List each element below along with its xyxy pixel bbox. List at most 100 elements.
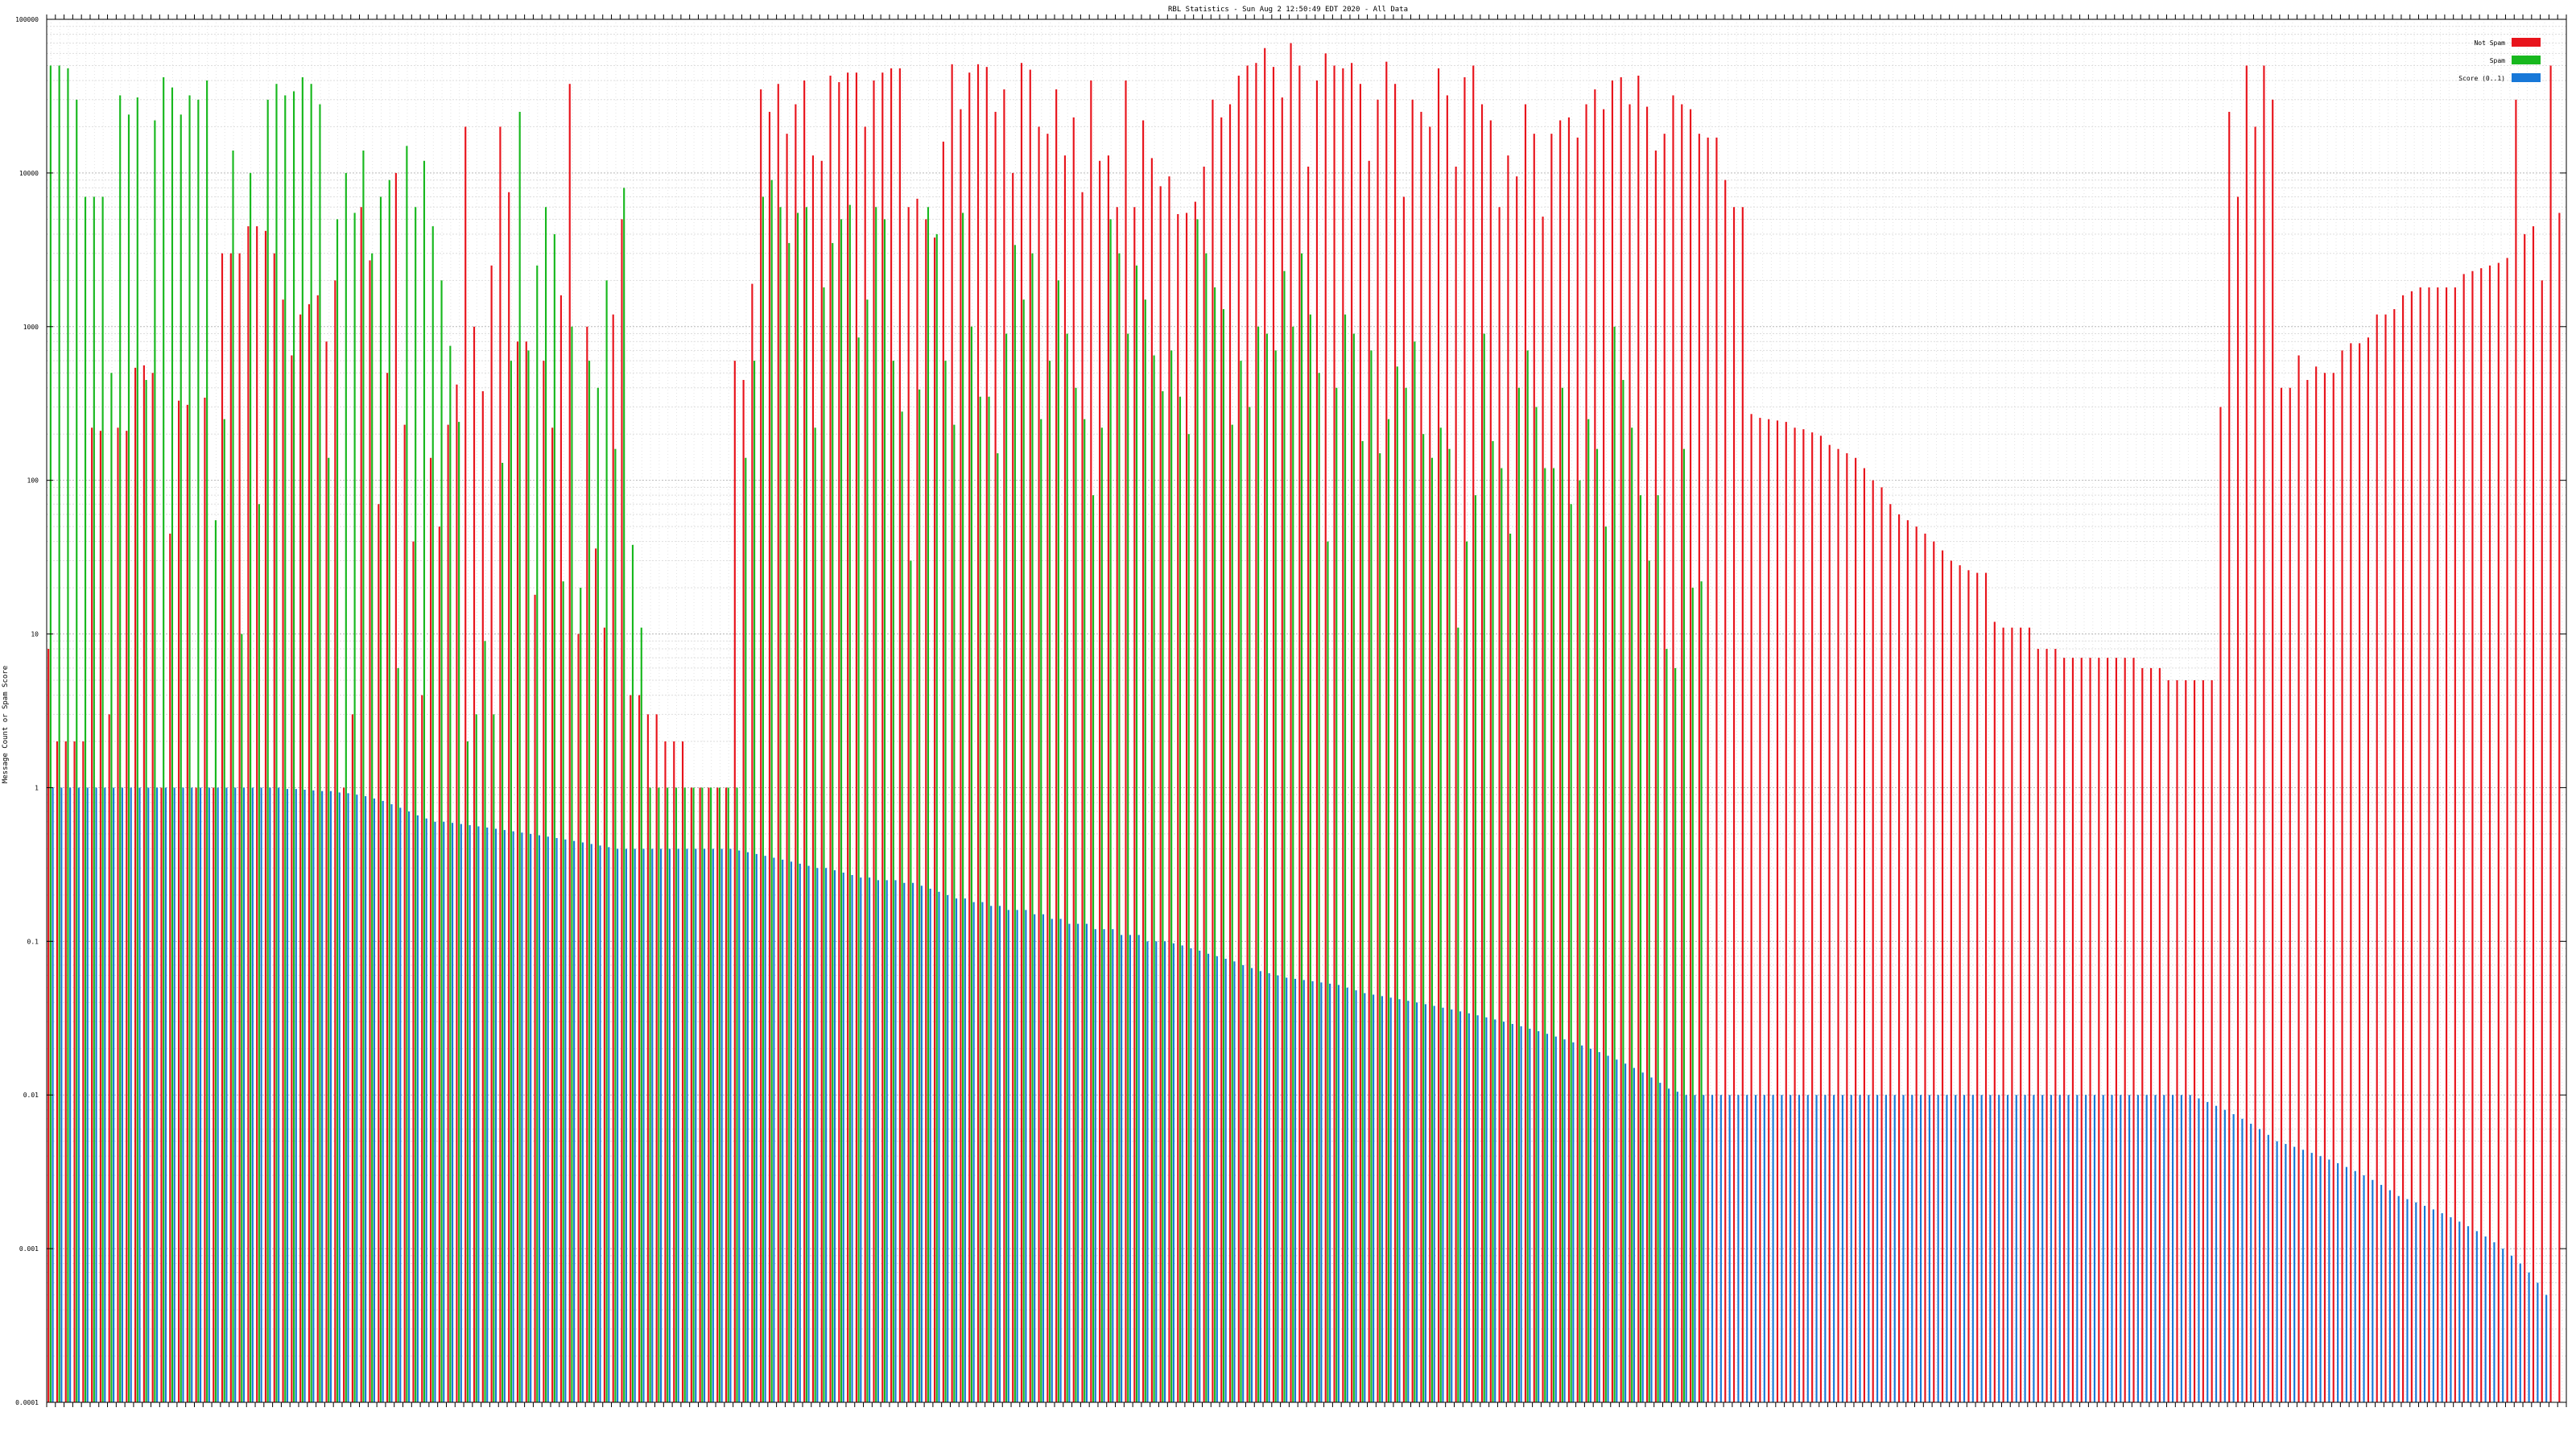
bar-spam-39	[388, 180, 390, 1402]
bar-not-spam-24	[256, 226, 258, 1402]
bar-score-0-1-161	[1451, 1009, 1453, 1402]
bar-not-spam-30	[308, 303, 311, 1402]
bar-spam-62	[588, 361, 591, 1403]
bar-not-spam-200	[1785, 422, 1787, 1402]
bar-spam-123	[1118, 253, 1121, 1402]
bar-score-0-1-151	[1364, 993, 1366, 1402]
bar-spam-119	[1084, 419, 1086, 1402]
bar-spam-17	[197, 99, 200, 1402]
bar-score-0-1-19	[217, 787, 219, 1402]
bar-not-spam-159	[1429, 126, 1431, 1402]
bar-score-0-1-10	[138, 787, 141, 1402]
bar-not-spam-8	[117, 427, 119, 1402]
bar-score-0-1-71	[668, 848, 671, 1402]
bar-score-0-1-107	[981, 902, 984, 1402]
y-axis-label: Message Count or Spam Score	[2, 666, 10, 783]
bar-score-0-1-188	[1685, 1095, 1687, 1402]
bar-spam-126	[1144, 299, 1146, 1402]
bar-not-spam-65	[612, 314, 614, 1402]
bar-spam-77	[718, 787, 721, 1402]
bar-spam-95	[875, 207, 877, 1403]
bar-spam-34	[345, 172, 347, 1402]
bar-spam-71	[667, 787, 669, 1402]
bar-not-spam-108	[985, 67, 988, 1402]
bar-not-spam-120	[1090, 80, 1092, 1403]
bar-not-spam-125	[1133, 207, 1136, 1403]
bar-spam-84	[779, 207, 782, 1403]
bar-not-spam-158	[1420, 111, 1422, 1403]
bar-not-spam-190	[1698, 134, 1700, 1403]
bar-not-spam-243	[2158, 667, 2161, 1402]
bar-score-0-1-101	[929, 888, 931, 1402]
bar-spam-82	[762, 196, 764, 1402]
bar-not-spam-177	[1585, 104, 1587, 1403]
bar-not-spam-99	[907, 207, 910, 1403]
bar-spam-75	[701, 787, 704, 1402]
bar-not-spam-225	[2002, 627, 2004, 1402]
bar-not-spam-64	[603, 627, 605, 1402]
bar-score-0-1-202	[1806, 1095, 1809, 1402]
bar-not-spam-100	[916, 198, 919, 1402]
bar-not-spam-94	[864, 126, 866, 1402]
bar-score-0-1-134	[1216, 956, 1218, 1402]
bar-not-spam-139	[1255, 63, 1257, 1403]
bar-score-0-1-127	[1155, 941, 1158, 1402]
gridlines	[47, 19, 2566, 1403]
bar-spam-16	[188, 95, 191, 1402]
bar-not-spam-5	[91, 427, 93, 1402]
bar-not-spam-151	[1359, 84, 1361, 1403]
y-tick-label: 100000	[15, 16, 39, 23]
bar-score-0-1-50	[486, 828, 489, 1402]
bar-not-spam-276	[2445, 287, 2448, 1403]
bar-score-0-1-245	[2180, 1095, 2182, 1402]
bar-spam-85	[788, 242, 791, 1402]
bar-not-spam-43	[421, 695, 423, 1402]
bar-not-spam-285	[2524, 233, 2526, 1403]
bar-score-0-1-212	[1893, 1095, 1896, 1402]
bar-spam-67	[631, 544, 634, 1402]
bar-not-spam-85	[786, 134, 788, 1403]
bar-spam-111	[1013, 245, 1016, 1403]
bar-not-spam-241	[2141, 667, 2144, 1402]
bar-spam-160	[1439, 427, 1442, 1402]
bar-not-spam-270	[2393, 309, 2396, 1403]
bar-score-0-1-116	[1059, 919, 1062, 1402]
bar-score-0-1-271	[2406, 1199, 2409, 1402]
bar-spam-135	[1222, 309, 1225, 1403]
bar-not-spam-226	[2011, 627, 2013, 1402]
bar-not-spam-142	[1281, 97, 1283, 1403]
bar-score-0-1-152	[1373, 994, 1375, 1402]
bar-score-0-1-81	[755, 853, 758, 1402]
bar-spam-149	[1344, 314, 1347, 1402]
bar-not-spam-176	[1576, 137, 1579, 1403]
chart-title: RBL Statistics - Sun Aug 2 12:50:49 EDT …	[1168, 6, 1408, 14]
bar-not-spam-78	[724, 787, 728, 1402]
bar-not-spam-255	[2263, 65, 2265, 1403]
bar-score-0-1-64	[608, 847, 610, 1402]
y-tick-label: 10	[31, 631, 39, 638]
bar-score-0-1-53	[512, 831, 514, 1402]
bar-not-spam-84	[777, 84, 779, 1403]
y-tick-labels: 100000 10000 1000 100 10 1 0.1 0.01 0.001 0.0001	[15, 16, 39, 1406]
bar-not-spam-237	[2107, 658, 2109, 1402]
bar-spam-100	[919, 389, 921, 1402]
bar-not-spam-103	[942, 141, 944, 1402]
bar-spam-13	[163, 76, 165, 1403]
bar-spam-81	[753, 361, 756, 1403]
bar-score-0-1-62	[590, 844, 592, 1402]
bar-score-0-1-183	[1641, 1072, 1644, 1402]
bar-score-0-1-69	[651, 848, 654, 1402]
bar-not-spam-6	[99, 431, 101, 1402]
bar-spam-129	[1170, 350, 1173, 1403]
bar-not-spam-274	[2428, 287, 2430, 1403]
bar-not-spam-254	[2254, 126, 2256, 1402]
bar-score-0-1-72	[677, 848, 679, 1402]
legend-entry-label: Not Spam	[2474, 39, 2505, 47]
bar-score-0-1-24	[260, 787, 262, 1402]
bar-spam-7	[110, 373, 113, 1402]
bar-score-0-1-27	[286, 789, 289, 1402]
bar-score-0-1-216	[1928, 1095, 1930, 1402]
bar-not-spam-136	[1228, 104, 1232, 1403]
bar-score-0-1-47	[460, 824, 462, 1402]
bar-score-0-1-256	[2276, 1141, 2278, 1402]
